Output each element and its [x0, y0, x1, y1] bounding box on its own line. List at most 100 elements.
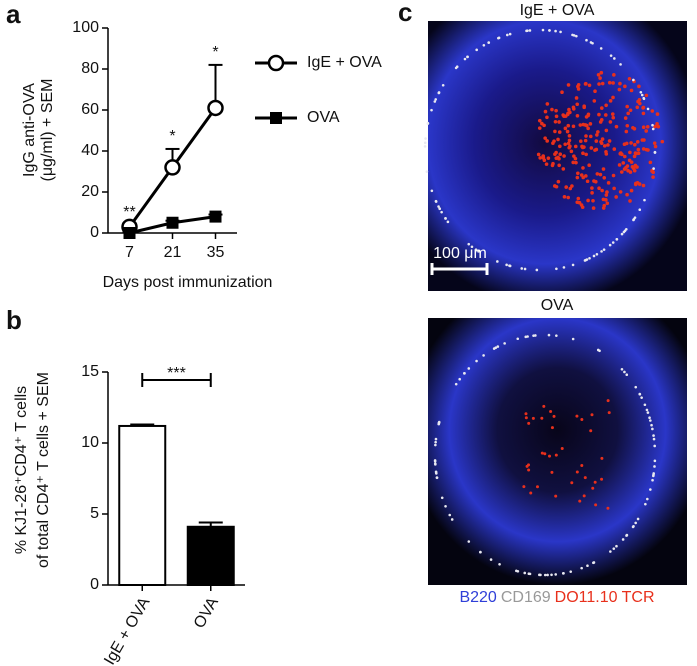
white-cell [652, 167, 655, 170]
red-cell [522, 485, 526, 489]
red-cell [633, 142, 637, 147]
white-cell [653, 444, 656, 448]
white-cell [482, 354, 485, 357]
red-cell [554, 156, 559, 161]
red-cell [618, 81, 622, 86]
red-cell [635, 165, 639, 169]
white-cell [595, 252, 599, 256]
red-cell [601, 197, 606, 202]
white-cell [621, 538, 625, 541]
red-cell [586, 112, 591, 117]
red-cell [553, 119, 558, 124]
red-cell [566, 83, 571, 87]
red-cell [655, 122, 659, 126]
white-cell [585, 258, 589, 261]
white-cell [477, 250, 480, 253]
white-cell [652, 437, 656, 441]
red-cell [629, 188, 634, 193]
red-cell [589, 429, 593, 433]
white-cell [489, 558, 493, 561]
white-cell [592, 561, 596, 564]
red-cell [594, 503, 598, 507]
white-cell [448, 513, 452, 517]
red-cell [581, 166, 585, 170]
scale-bar-label: 100 μm [433, 245, 487, 262]
red-cell [542, 158, 547, 163]
red-cell [627, 76, 632, 81]
white-cell [612, 547, 616, 550]
white-cell [638, 208, 642, 212]
white-cell [651, 123, 654, 127]
red-cell [607, 411, 611, 415]
red-cell [565, 129, 570, 134]
white-cell [651, 127, 655, 131]
red-cell [600, 106, 604, 110]
white-cell [463, 57, 467, 61]
white-cell [653, 465, 656, 468]
white-cell [528, 29, 532, 32]
white-cell [496, 260, 499, 263]
red-cell [612, 147, 617, 151]
red-cell [527, 421, 531, 425]
red-cell [626, 168, 630, 173]
red-cell [598, 76, 602, 80]
white-cell [487, 41, 491, 44]
red-cell [593, 480, 597, 484]
white-cell [609, 550, 612, 553]
legend-label: OVA [307, 109, 340, 126]
red-cell [524, 416, 528, 420]
y-tick-label: 15 [81, 363, 99, 380]
white-cell [520, 267, 524, 270]
panel-label: a [6, 0, 21, 29]
red-cell [576, 171, 580, 176]
red-cell [575, 102, 580, 107]
white-cell [523, 267, 527, 271]
red-cell [619, 151, 623, 155]
x-tick-label: OVA [191, 594, 222, 631]
white-cell [450, 518, 454, 521]
red-cell [567, 138, 572, 143]
significance: ** [123, 204, 135, 221]
red-cell [543, 452, 547, 456]
y-tick-label: 100 [72, 19, 99, 36]
white-cell [543, 573, 547, 577]
red-cell [581, 151, 585, 156]
marker [267, 54, 285, 72]
red-cell [574, 96, 579, 100]
white-cell [541, 28, 545, 32]
white-cell [434, 440, 437, 444]
white-cell [589, 41, 593, 44]
red-cell [587, 163, 591, 168]
red-cell [634, 181, 638, 186]
red-cell [584, 152, 588, 157]
red-cell [644, 93, 649, 98]
red-cell [566, 195, 571, 200]
y-axis-label: (μg/ml) + SEM [39, 78, 56, 181]
white-cell [559, 30, 562, 34]
red-cell [558, 144, 562, 149]
marker [166, 216, 179, 229]
red-cell [595, 133, 599, 137]
red-cell [632, 166, 636, 171]
red-cell [612, 73, 616, 77]
red-cell [604, 193, 609, 197]
white-cell [547, 333, 551, 337]
white-cell [433, 100, 437, 103]
red-cell [640, 138, 645, 142]
white-cell [535, 268, 539, 272]
red-cell [650, 109, 655, 113]
red-cell [588, 122, 593, 126]
white-cell [596, 348, 600, 352]
red-cell [595, 172, 600, 176]
red-cell [624, 129, 629, 134]
red-cell [606, 143, 610, 147]
red-cell [632, 154, 637, 159]
red-cell [631, 126, 635, 130]
white-cell [640, 396, 643, 399]
red-cell [612, 186, 616, 191]
red-cell [602, 175, 607, 180]
y-axis-label: % KJ1-26⁺CD4⁺ T cells [13, 386, 30, 554]
white-cell [634, 385, 638, 389]
white-cell [430, 108, 433, 112]
white-cell [454, 382, 458, 386]
